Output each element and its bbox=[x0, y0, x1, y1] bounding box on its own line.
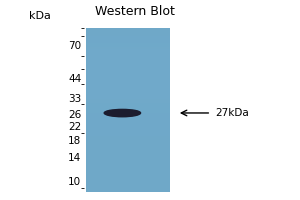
Text: Western Blot: Western Blot bbox=[95, 5, 175, 18]
Ellipse shape bbox=[104, 109, 141, 117]
Text: 27kDa: 27kDa bbox=[215, 108, 249, 118]
Text: kDa: kDa bbox=[29, 11, 51, 21]
